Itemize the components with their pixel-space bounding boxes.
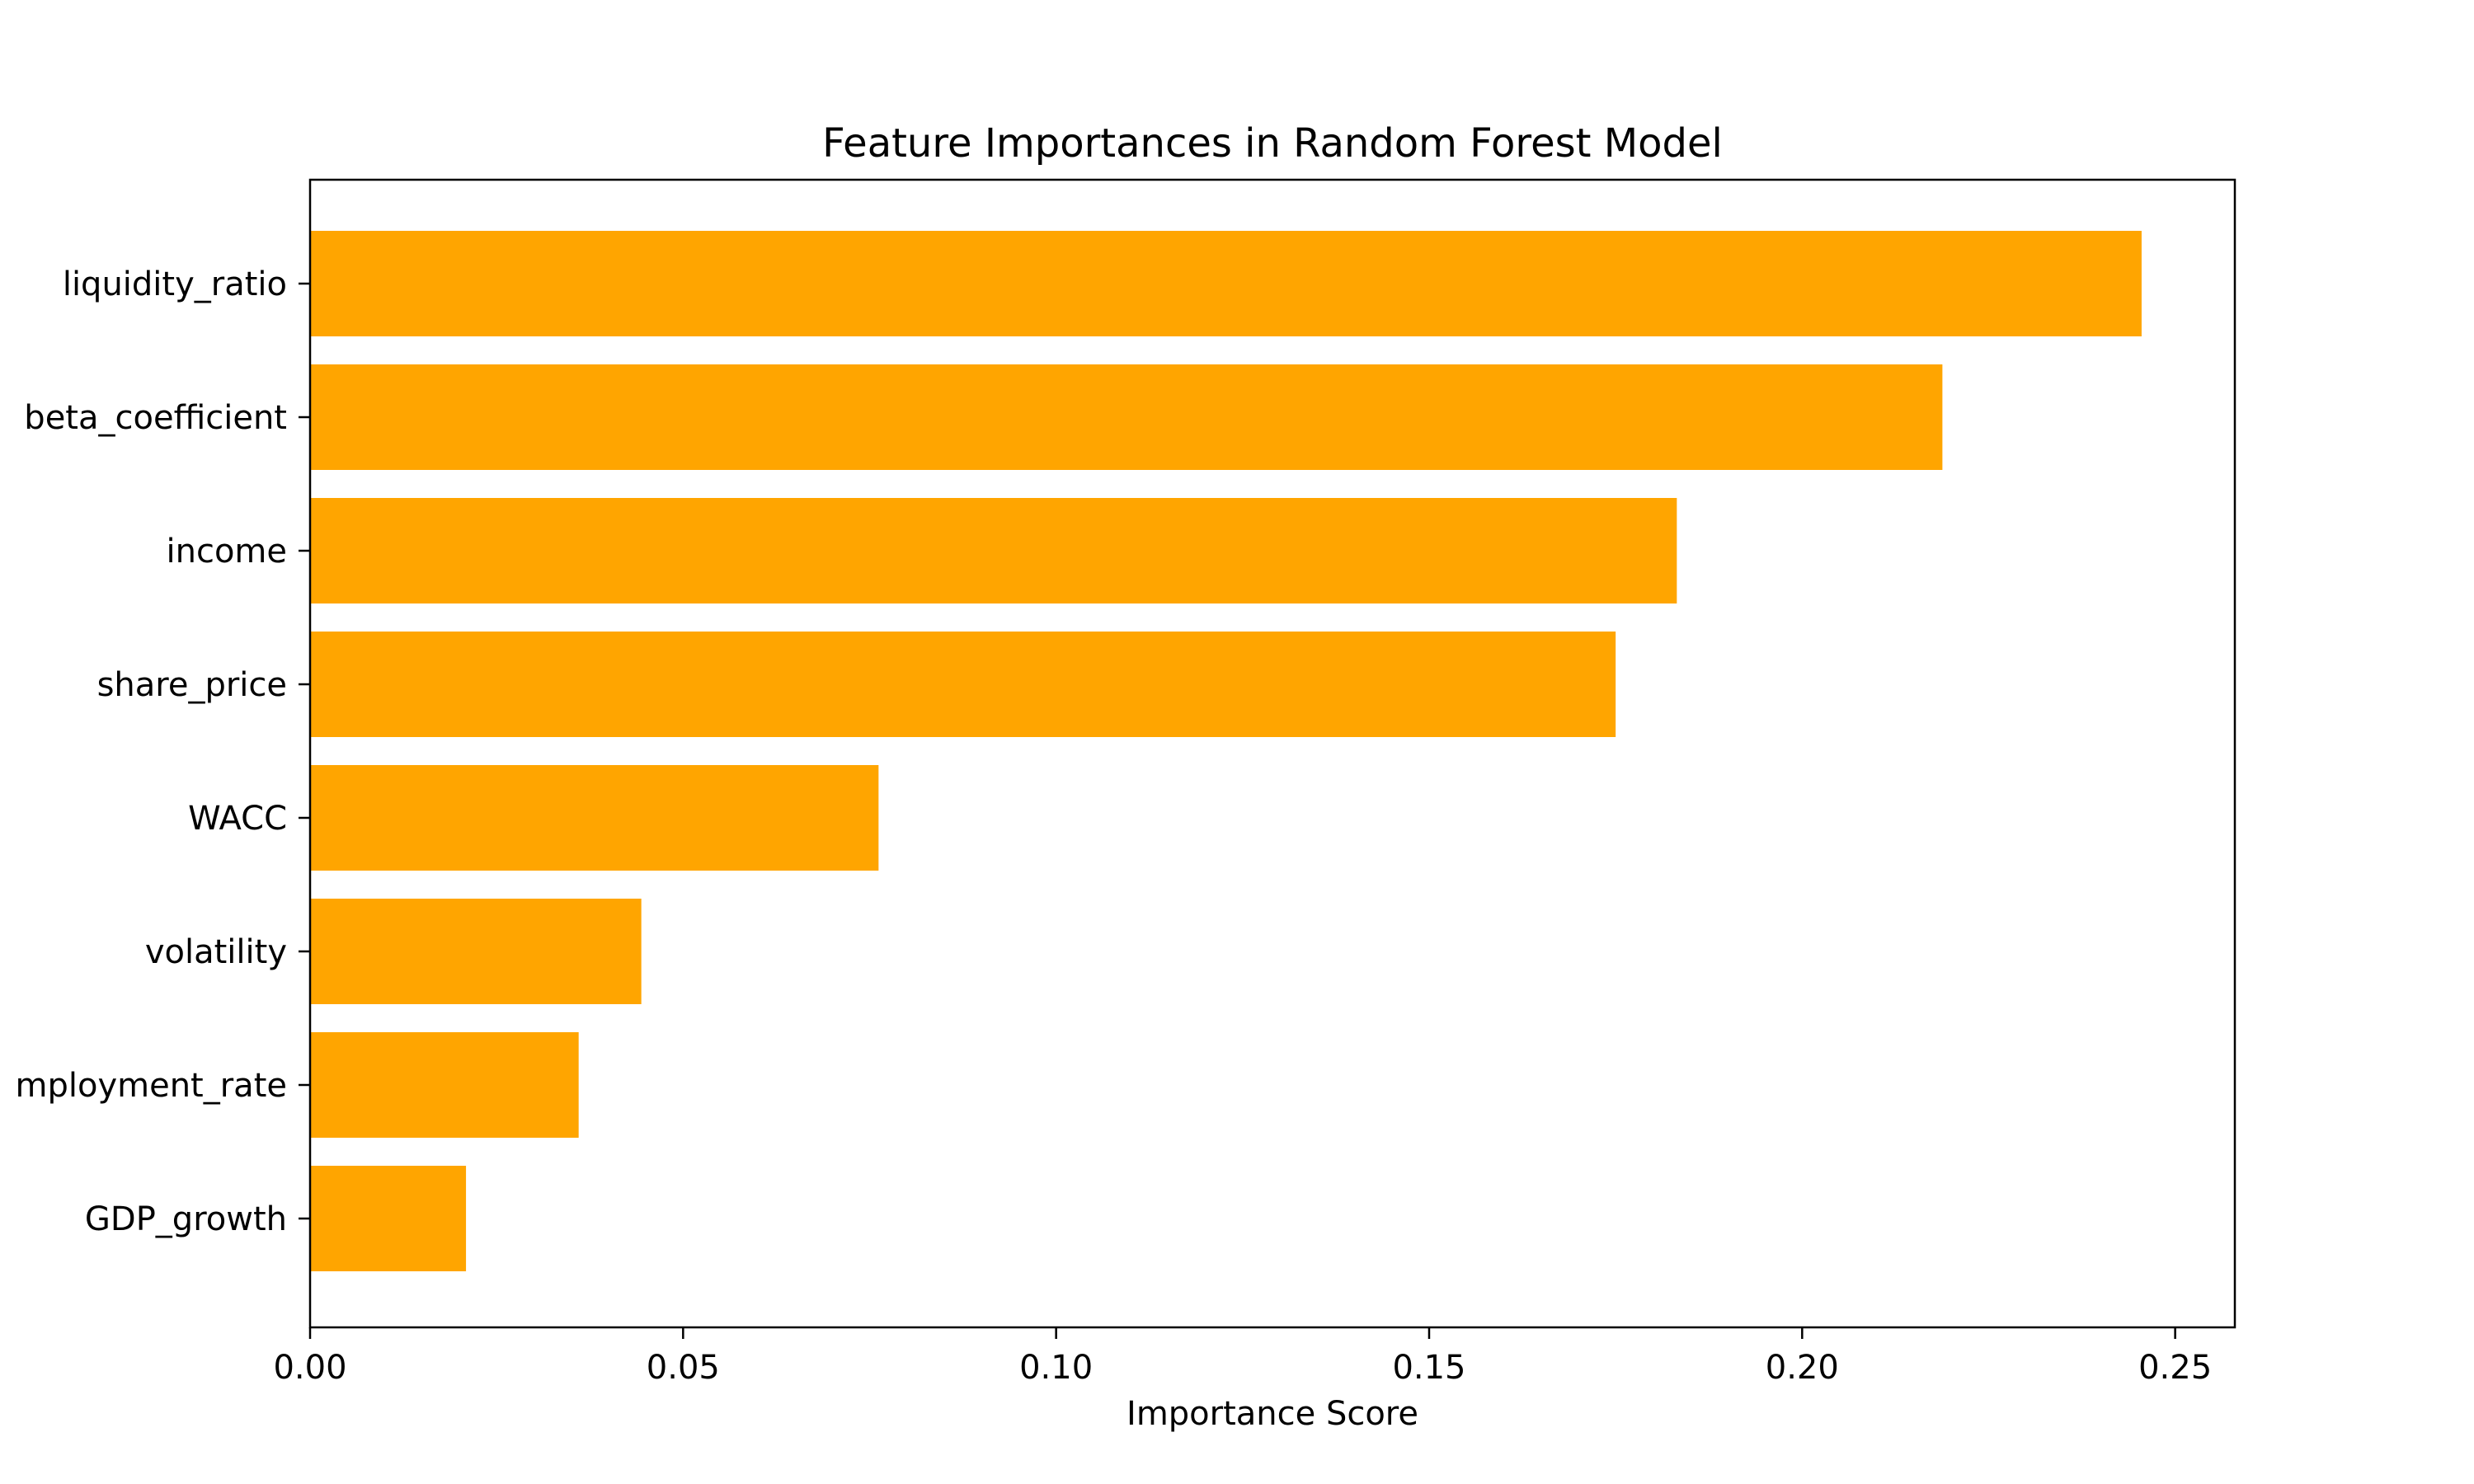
y-tick-label: income (166, 533, 287, 571)
bar-beta_coefficient (310, 364, 1943, 470)
x-tick-label: 0.00 (273, 1349, 346, 1387)
y-tick-label: GDP_growth (85, 1200, 287, 1238)
bar-share_price (310, 632, 1616, 737)
bar-mployment_rate (310, 1032, 579, 1138)
y-tick-label: volatility (145, 933, 287, 971)
bar-WACC (310, 765, 879, 871)
y-tick-label: mployment_rate (16, 1067, 287, 1105)
x-tick-label: 0.15 (1392, 1349, 1465, 1387)
chart-title: Feature Importances in Random Forest Mod… (822, 120, 1723, 167)
x-axis: 0.00 0.05 0.10 0.15 0.20 0.25 (273, 1327, 2212, 1387)
x-axis-label: Importance Score (1126, 1395, 1418, 1433)
x-tick-label: 0.10 (1019, 1349, 1093, 1387)
bar-liquidity_ratio (310, 231, 2142, 336)
y-tick-label: liquidity_ratio (63, 265, 287, 303)
bar-GDP_growth (310, 1166, 467, 1271)
bars-group (310, 231, 2142, 1271)
x-tick-label: 0.20 (1766, 1349, 1839, 1387)
y-tick-label: share_price (97, 666, 287, 704)
x-tick-label: 0.05 (647, 1349, 720, 1387)
plot-frame (308, 178, 2236, 1329)
y-tick-label: beta_coefficient (24, 399, 287, 437)
y-tick-label: WACC (188, 800, 287, 838)
x-tick-label: 0.25 (2138, 1349, 2212, 1387)
bar-income (310, 498, 1677, 603)
bar-volatility (310, 899, 642, 1004)
